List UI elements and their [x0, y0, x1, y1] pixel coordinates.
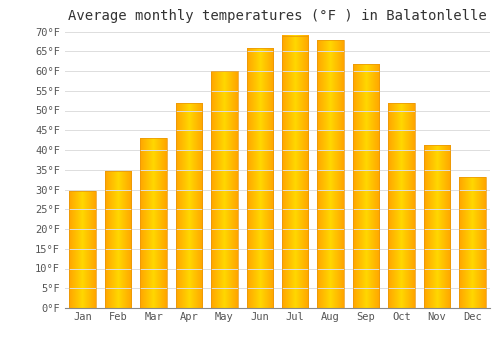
Bar: [211, 71, 238, 308]
Bar: [424, 145, 450, 308]
Bar: [388, 103, 414, 308]
Title: Average monthly temperatures (°F ) in Balatonlelle: Average monthly temperatures (°F ) in Ba…: [68, 9, 487, 23]
Bar: [246, 48, 273, 308]
Bar: [459, 177, 485, 308]
Bar: [318, 40, 344, 308]
Bar: [282, 36, 308, 308]
Bar: [176, 103, 202, 308]
Bar: [105, 171, 132, 308]
Bar: [353, 64, 380, 308]
Bar: [70, 191, 96, 308]
Bar: [140, 138, 167, 308]
